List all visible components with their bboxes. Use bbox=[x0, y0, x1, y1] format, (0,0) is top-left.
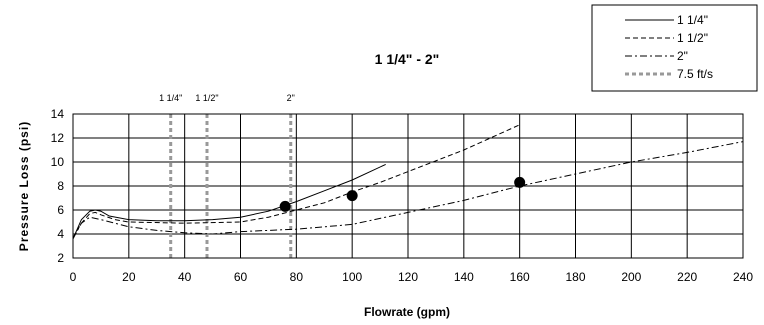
x-tick-label: 20 bbox=[122, 270, 136, 284]
x-tick-label: 140 bbox=[454, 270, 474, 284]
chart-title: 1 1/4" - 2" bbox=[375, 51, 440, 67]
x-tick-label: 100 bbox=[342, 270, 362, 284]
y-tick-label: 4 bbox=[57, 227, 64, 241]
x-tick-label: 180 bbox=[565, 270, 585, 284]
x-tick-label: 240 bbox=[733, 270, 753, 284]
y-tick-label: 12 bbox=[51, 131, 65, 145]
x-tick-label: 120 bbox=[398, 270, 418, 284]
velocity-marker-point bbox=[514, 176, 526, 188]
series-line bbox=[73, 124, 520, 238]
y-tick-label: 14 bbox=[51, 107, 65, 121]
x-tick-label: 40 bbox=[178, 270, 192, 284]
x-axis-label: Flowrate (gpm) bbox=[364, 305, 450, 319]
x-tick-label: 200 bbox=[621, 270, 641, 284]
velocity-marker-point bbox=[279, 200, 291, 212]
reference-line-label: 1 1/4" bbox=[159, 93, 182, 103]
plot-area-border bbox=[72, 113, 744, 259]
velocity-markers bbox=[279, 176, 526, 212]
y-tick-label: 2 bbox=[57, 251, 64, 265]
legend-label: 1 1/4" bbox=[677, 13, 708, 27]
legend-label: 2" bbox=[677, 49, 688, 63]
legend-label: 1 1/2" bbox=[677, 31, 708, 45]
series-line bbox=[73, 163, 386, 240]
y-tick-labels: 2 4 6 8 10 12 14 bbox=[51, 107, 65, 265]
x-tick-label: 160 bbox=[510, 270, 530, 284]
reference-line-label: 2" bbox=[287, 93, 295, 103]
y-axis-label: Pressure Loss (psi) bbox=[17, 121, 31, 251]
y-tick-label: 10 bbox=[51, 155, 65, 169]
reference-line-label: 1 1/2" bbox=[195, 93, 218, 103]
legend-label: 7.5 ft/s bbox=[677, 67, 713, 81]
x-tick-label: 80 bbox=[290, 270, 304, 284]
x-tick-label: 220 bbox=[677, 270, 697, 284]
x-tick-label: 60 bbox=[234, 270, 248, 284]
velocity-reference-lines: 1 1/4" 1 1/2" 2" bbox=[159, 93, 295, 258]
legend: 1 1/4" 1 1/2" 2" 7.5 ft/s bbox=[591, 4, 758, 92]
legend-box bbox=[591, 4, 758, 92]
velocity-marker-point bbox=[346, 190, 358, 202]
x-tick-labels: 0 20 40 60 80 100 120 140 160 180 200 220 240 bbox=[70, 270, 754, 284]
x-tick-label: 0 bbox=[70, 270, 77, 284]
y-tick-label: 8 bbox=[57, 179, 64, 193]
y-tick-label: 6 bbox=[57, 203, 64, 217]
gridlines bbox=[72, 113, 744, 259]
series-lines bbox=[73, 124, 743, 240]
series-line bbox=[73, 141, 743, 240]
